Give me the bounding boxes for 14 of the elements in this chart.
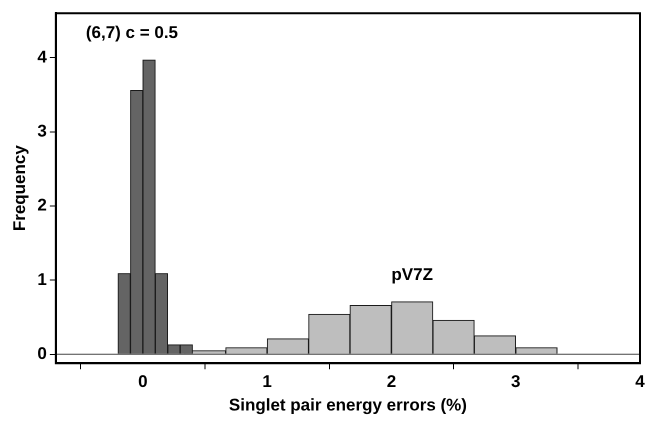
x-tick-label: 1 [262,372,272,392]
y-tick-label: 3 [37,122,47,141]
series-label: pV7Z [391,264,433,284]
x-tick-label: 2 [386,372,396,392]
x-tick-label: 3 [510,372,520,392]
y-tick-label: 2 [37,196,47,215]
y-tick-label: 4 [37,47,48,66]
series-label: (6,7) c = 0.5 [86,23,178,42]
y-tick-label: 0 [37,344,47,363]
x-axis-title: Singlet pair energy errors (%) [228,395,467,414]
x-tick-label: 4 [635,372,646,392]
y-tick-label: 1 [37,270,47,289]
y-axis-title: Frequency [10,144,29,232]
x-tick-label: 0 [138,372,148,392]
